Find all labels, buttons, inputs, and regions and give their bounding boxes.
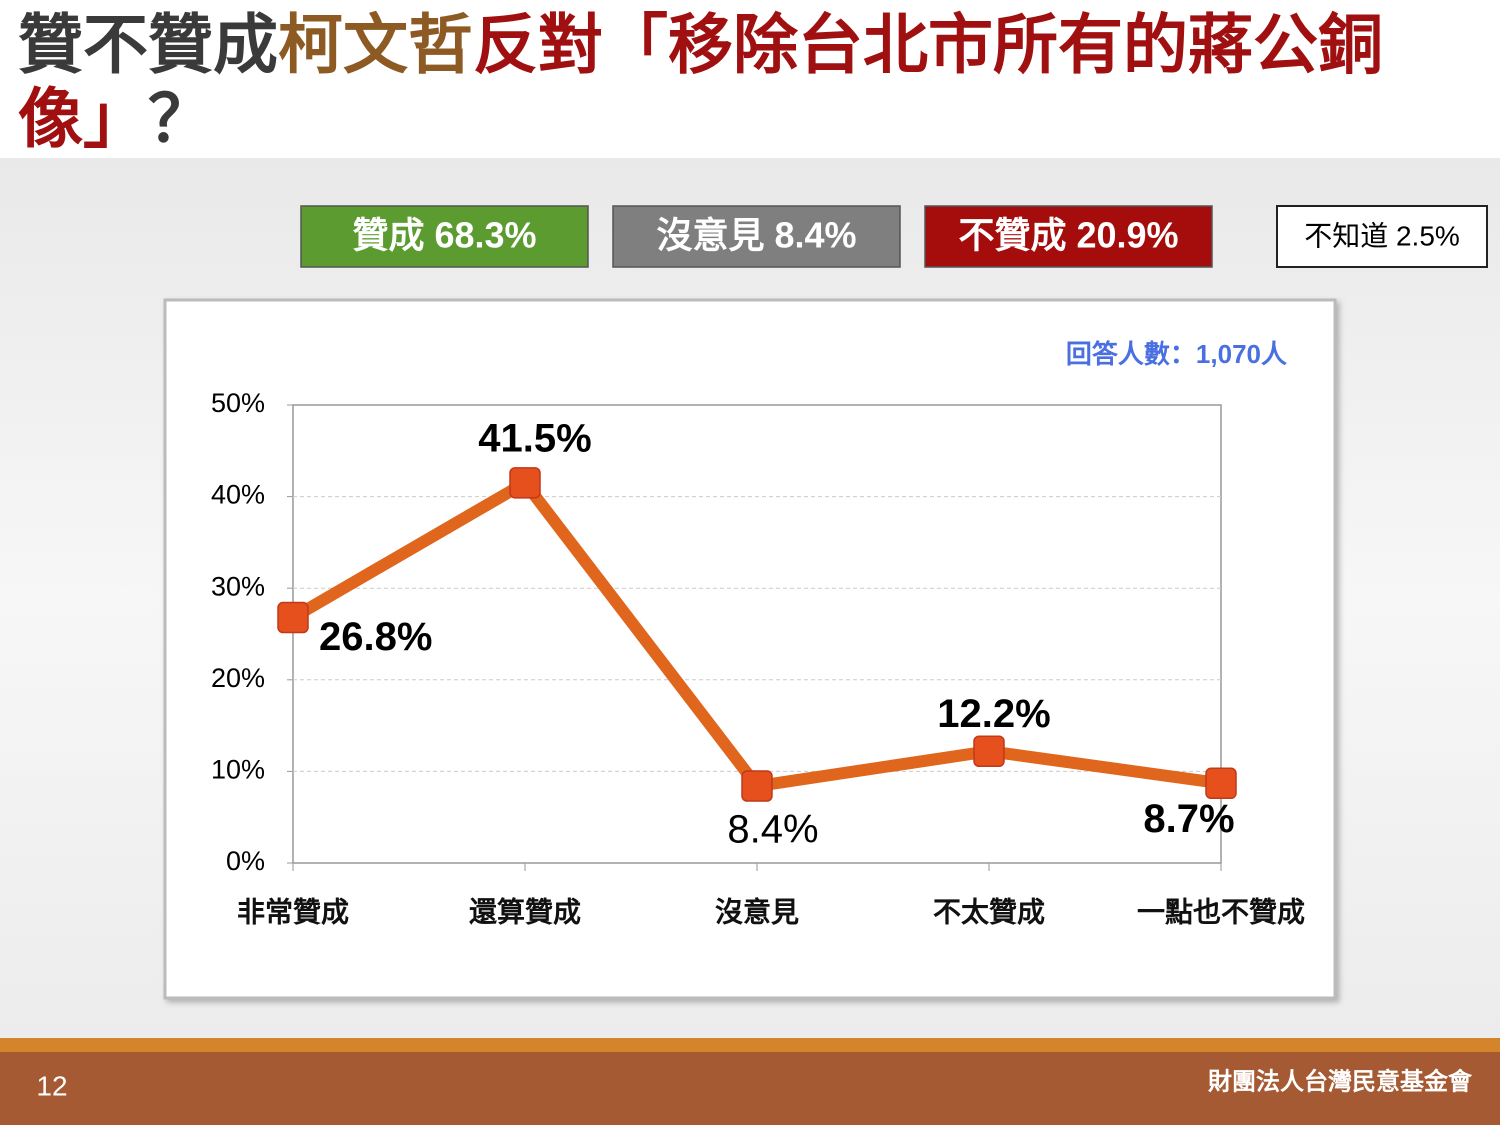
data-label: 8.4%	[727, 808, 818, 852]
y-tick-label: 50%	[211, 388, 265, 418]
sample-size: 回答人數：1,070人	[1066, 339, 1287, 369]
summary-box	[1276, 205, 1488, 268]
marker	[1205, 767, 1237, 800]
data-label: 12.2%	[937, 692, 1050, 736]
summary-label: 贊成 68.3%	[352, 215, 536, 256]
x-tick-label: 不太贊成	[933, 896, 1045, 927]
summary-box	[300, 205, 589, 268]
y-tick-label: 30%	[211, 571, 265, 601]
footer-stripe	[0, 1038, 1500, 1052]
y-tick-label: 20%	[211, 663, 265, 693]
organization: 財團法人台灣民意基金會	[1208, 1067, 1473, 1095]
title: 贊不贊成柯文哲反對「移除台北市所有的蔣公銅像」？	[18, 8, 1418, 156]
y-tick-label: 40%	[211, 480, 265, 510]
x-tick-label: 沒意見	[715, 895, 799, 927]
page-number: 12	[36, 1070, 67, 1101]
title-segment: 柯文哲	[278, 8, 474, 81]
x-tick-label: 非常贊成	[237, 896, 349, 927]
title-segment: ？	[148, 82, 214, 155]
x-tick-label: 一點也不贊成	[1137, 896, 1305, 927]
footer-bar	[0, 1052, 1500, 1125]
data-label: 41.5%	[478, 416, 591, 460]
marker	[973, 735, 1005, 767]
data-label: 26.8%	[319, 615, 432, 659]
summary-label: 不知道 2.5%	[1304, 220, 1460, 251]
x-tick-label: 還算贊成	[469, 895, 581, 927]
summary-box	[612, 205, 901, 268]
y-tick-label: 10%	[211, 755, 265, 785]
marker	[509, 467, 541, 499]
marker	[741, 770, 773, 802]
summary-box	[924, 205, 1213, 268]
summary-label: 沒意見 8.4%	[656, 215, 856, 256]
title-segment: 反對「移除台北市所有的蔣公銅像」	[18, 8, 1384, 155]
summary-label: 不贊成 20.9%	[958, 215, 1178, 256]
y-tick-label: 0%	[226, 846, 265, 876]
title-segment: 贊不贊成	[18, 8, 279, 81]
marker	[277, 601, 309, 634]
data-label: 8.7%	[1143, 797, 1234, 841]
